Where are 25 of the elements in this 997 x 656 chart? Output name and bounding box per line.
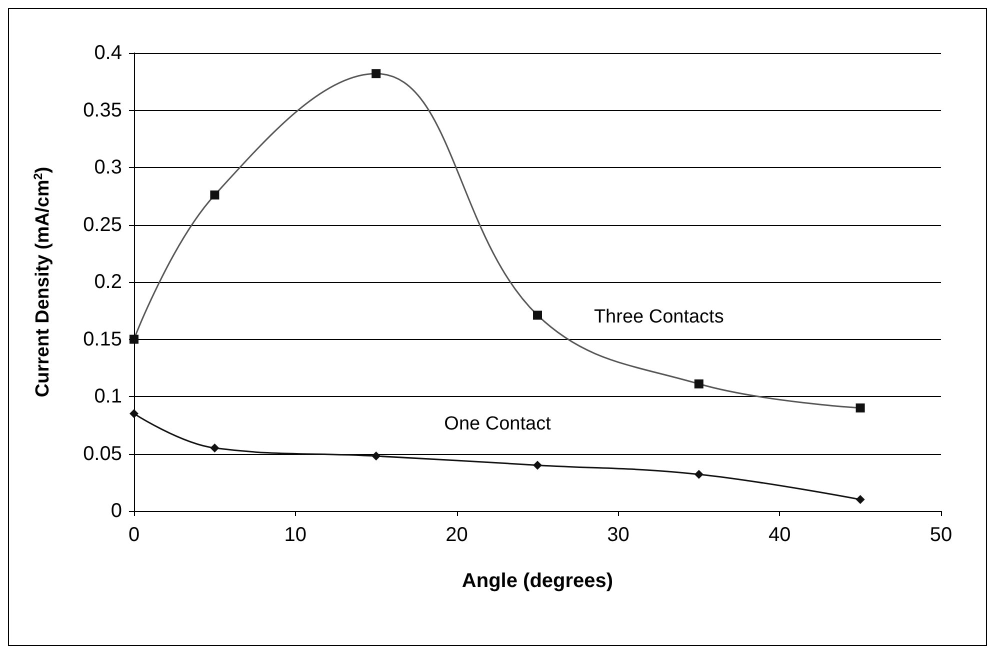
point <box>856 495 865 504</box>
x-tick-label: 50 <box>930 524 952 546</box>
y-tick-label: 0.15 <box>83 328 122 350</box>
y-tick-label: 0.05 <box>83 442 122 465</box>
y-tick-label: 0.35 <box>83 99 122 122</box>
series-label: One Contact <box>444 414 552 435</box>
point <box>372 452 381 461</box>
y-tick-label: 0.2 <box>94 271 122 293</box>
point <box>130 409 138 418</box>
y-tick-label: 0.25 <box>83 214 122 236</box>
y-tick-label: 0.3 <box>94 156 122 178</box>
x-axis-title: Angle (degrees) <box>462 570 614 592</box>
point <box>210 444 220 453</box>
y-tick-label: 0.4 <box>94 42 122 64</box>
y-tick-label: 0.1 <box>94 386 122 408</box>
point <box>694 470 704 479</box>
x-tick-label: 40 <box>768 524 791 546</box>
x-tick-label: 20 <box>446 524 468 546</box>
series-label: Three Contacts <box>594 306 724 328</box>
point <box>533 460 542 470</box>
y-axis-title: Current Density (mA/cm2) <box>31 166 54 398</box>
x-tick-label: 10 <box>284 524 307 546</box>
x-tick-label: 30 <box>607 524 630 546</box>
y-tick-label: 0 <box>110 500 122 522</box>
x-tick-label: 0 <box>128 524 140 546</box>
